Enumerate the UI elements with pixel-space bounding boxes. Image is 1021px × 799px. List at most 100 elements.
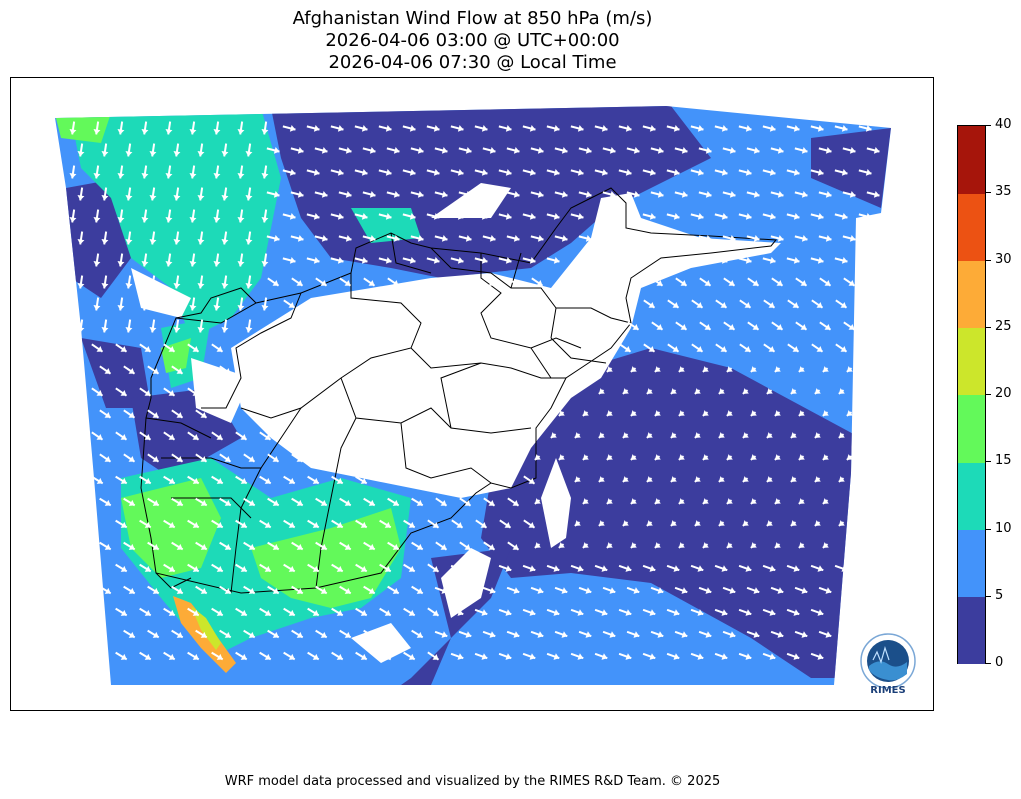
wind-arrow-head [197, 283, 205, 289]
wind-arrow-head [793, 213, 800, 220]
wind-arrow-head [606, 454, 613, 460]
wind-arrow-head [273, 191, 280, 198]
wind-arrow-head [433, 213, 440, 220]
wind-arrow-head [814, 388, 821, 394]
wind-arrow-head [152, 456, 159, 462]
wind-arrow-head [77, 151, 85, 157]
wind-arrow-head [176, 631, 183, 638]
wind-arrow-head [840, 302, 847, 308]
wind-arrow-head [409, 213, 416, 220]
wind-arrow-head [360, 609, 367, 616]
wind-arrow-head [192, 565, 199, 572]
wind-arrow-head [384, 565, 391, 572]
wind-arrow-head [288, 302, 295, 308]
wind-arrow-head [822, 410, 829, 416]
wind-arrow-head [165, 129, 173, 135]
wind-arrow-head [101, 239, 109, 245]
wind-arrow-head [336, 609, 343, 616]
wind-arrow-head [144, 609, 151, 616]
wind-arrow-head [838, 432, 845, 438]
wind-arrow-head [261, 129, 269, 135]
wind-arrow-head [221, 151, 229, 157]
colorbar-tick [986, 461, 991, 463]
wind-arrow-head [625, 653, 632, 660]
wind-arrow-head [745, 653, 752, 660]
wind-arrow-head [200, 368, 207, 374]
wind-arrow-head [630, 542, 637, 548]
wind-arrow-head [457, 257, 464, 264]
wind-arrow-head [273, 147, 280, 154]
wind-arrow-head [742, 388, 749, 394]
wind-arrow-head [312, 565, 319, 572]
wind-arrow-head [753, 191, 760, 198]
wind-arrow-head [678, 542, 685, 548]
wind-arrow-head [245, 151, 253, 157]
wind-arrow-head [176, 499, 183, 506]
wind-arrow-head [465, 587, 472, 594]
wind-arrow-head [678, 454, 685, 460]
wind-arrow-head [814, 476, 821, 482]
wind-arrow-head [672, 346, 679, 352]
wind-arrow-head [168, 521, 175, 528]
wind-arrow-head [432, 522, 439, 528]
wind-arrow-head [793, 169, 800, 176]
wind-arrow-head [245, 195, 253, 201]
wind-arrow-head [849, 147, 856, 154]
wind-arrow-head [192, 390, 199, 396]
wind-arrow-head [769, 125, 776, 132]
wind-arrow-head [273, 235, 280, 242]
wind-arrow-head [646, 520, 653, 526]
wind-arrow-head [814, 520, 821, 526]
wind-arrow-head [288, 477, 295, 484]
wind-arrow-head [320, 587, 327, 594]
wind-arrow-head [536, 280, 543, 286]
wind-arrow-head [409, 257, 416, 264]
wind-arrow-head [792, 346, 799, 352]
wind-arrow-head [392, 587, 399, 594]
wind-arrow-head [457, 565, 464, 572]
wind-arrow-head [144, 477, 151, 484]
wind-arrow-head [393, 147, 400, 154]
wind-arrow-head [125, 327, 133, 333]
wind-arrow-head [505, 169, 512, 176]
wind-map [10, 77, 934, 711]
wind-arrow-head [726, 410, 733, 416]
wind-arrow-head [149, 151, 157, 157]
colorbar-segment [958, 193, 985, 262]
wind-arrow-head [149, 195, 157, 201]
wind-arrow-head [633, 147, 640, 154]
wind-arrow-head [817, 125, 824, 132]
wind-arrow-head [750, 542, 757, 548]
wind-arrow-head [128, 631, 135, 638]
wind-arrow-head [344, 280, 351, 286]
wind-arrow-head [609, 587, 616, 594]
wind-arrow-head [417, 235, 424, 242]
wind-arrow-head [141, 305, 149, 311]
wind-arrow-head [680, 324, 687, 330]
wind-arrow-head [537, 235, 544, 242]
wind-arrow-head [825, 191, 832, 198]
wind-arrow-head [384, 653, 391, 660]
wind-arrow-head [601, 125, 608, 132]
wind-arrow-head [817, 169, 824, 176]
wind-arrow-head [237, 261, 245, 267]
wind-arrow-head [633, 631, 640, 638]
wind-arrow-head [793, 653, 800, 660]
colorbar-tick-label: 5 [995, 587, 1004, 603]
wind-arrow-head [168, 346, 175, 352]
colorbar-segment [958, 461, 985, 530]
wind-arrow-head [200, 499, 207, 506]
wind-arrow-head [753, 587, 760, 594]
wind-arrow-head [558, 542, 565, 548]
wind-arrow-head [630, 498, 637, 504]
wind-arrow-head [561, 631, 568, 638]
wind-arrow-head [264, 565, 271, 572]
wind-arrow-head [481, 565, 488, 572]
wind-arrow-head [742, 432, 749, 438]
wind-arrow-head [385, 125, 392, 132]
wind-arrow-head [433, 169, 440, 176]
wind-arrow-head [793, 125, 800, 132]
wind-arrow-head [792, 302, 799, 308]
wind-arrow-head [550, 476, 557, 482]
wind-arrow-head [264, 521, 271, 528]
